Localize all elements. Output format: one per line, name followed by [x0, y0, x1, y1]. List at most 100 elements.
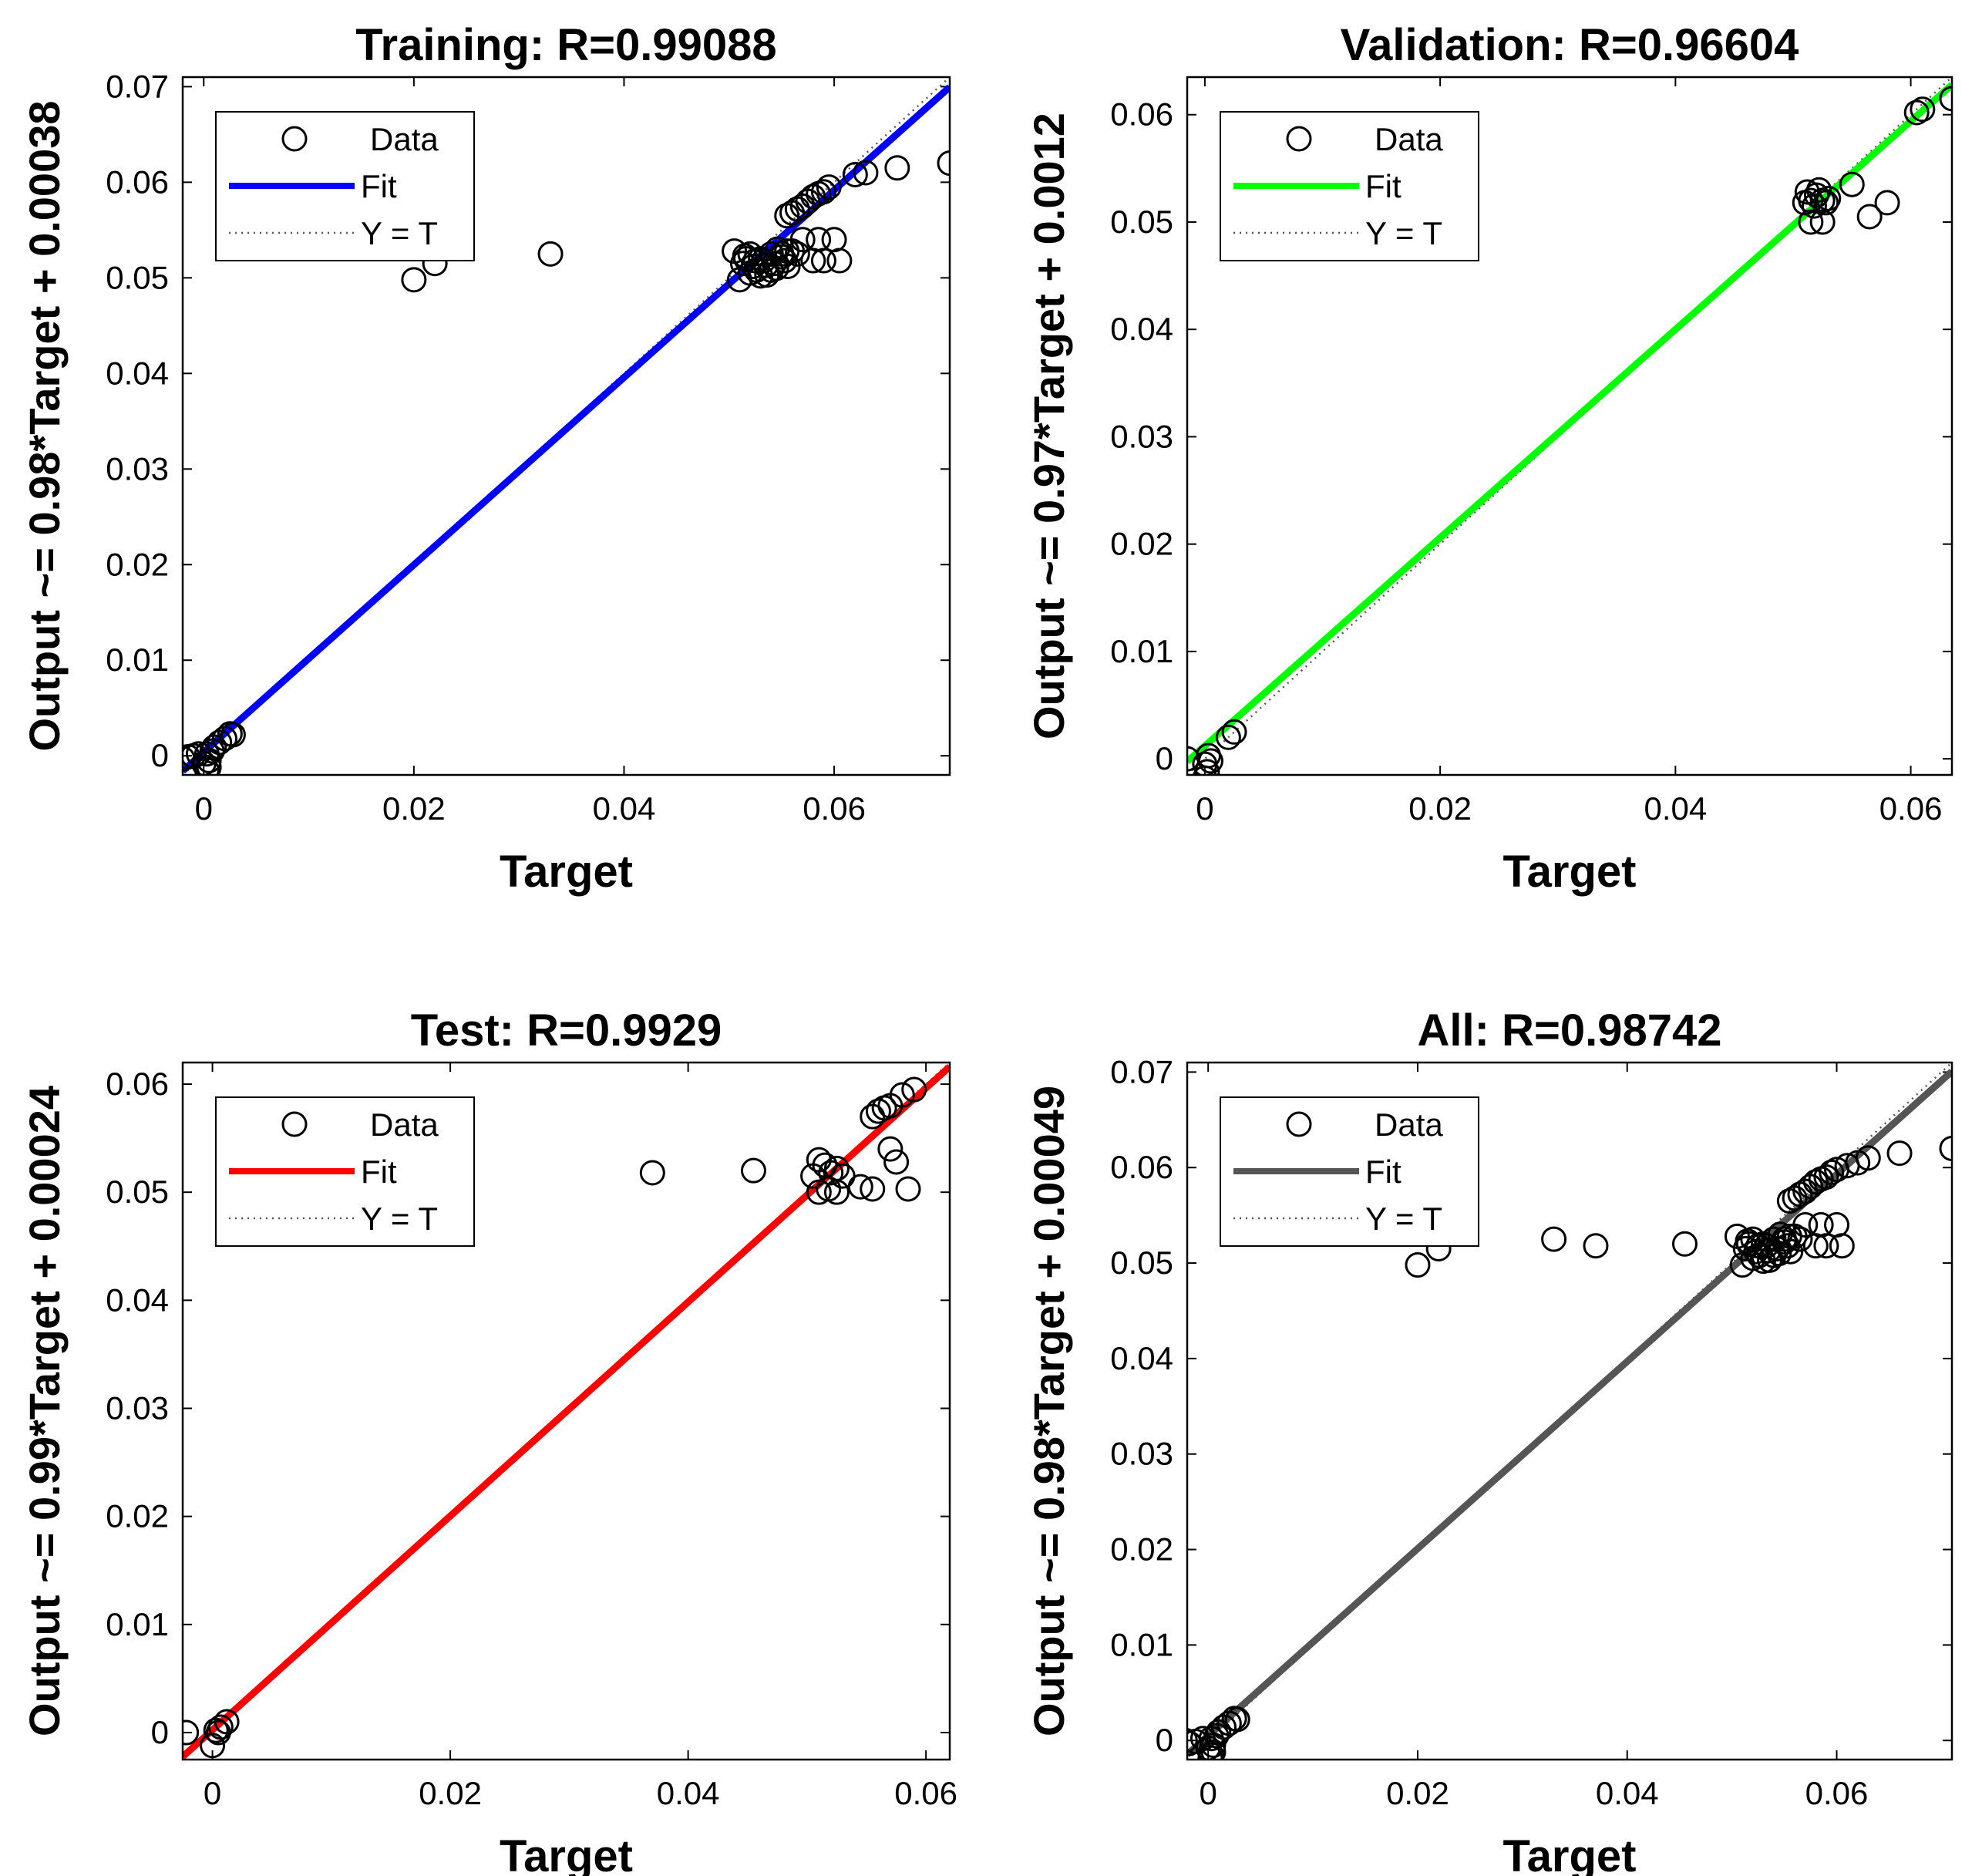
data-point [860, 1176, 886, 1202]
data-point [1829, 1233, 1855, 1259]
data-point [1671, 1231, 1698, 1257]
x-tick-label: 0 [195, 790, 213, 827]
legend-entry-label: Y = T [361, 215, 438, 251]
data-point [196, 754, 222, 775]
data-point [1939, 86, 1952, 112]
fit-line [1187, 1069, 1952, 1757]
x-tick-label: 0 [1196, 790, 1213, 827]
x-tick-label: 0.02 [419, 1775, 482, 1811]
x-tick-label: 0.02 [1386, 1775, 1449, 1811]
chart-title: Training: R=0.99088 [355, 20, 776, 70]
y-tick-label: 0.01 [106, 642, 169, 678]
chart-title: Test: R=0.9929 [411, 1005, 722, 1056]
data-point [1755, 1238, 1782, 1264]
legend-entry-label: Fit [361, 168, 397, 204]
y-tick-label: 0.02 [1110, 1531, 1173, 1568]
x-tick-label: 0 [204, 1775, 221, 1811]
data-point [1794, 179, 1820, 205]
data-point [1195, 743, 1221, 769]
data-point [737, 260, 763, 286]
y-axis-label: Output ~= 0.99*Target + 0.00024 [20, 1086, 69, 1736]
data-point [1541, 1226, 1567, 1252]
data-point [183, 1719, 200, 1746]
data-point [847, 1174, 873, 1200]
x-tick-label: 0.06 [1879, 790, 1943, 827]
data-point [1819, 1159, 1845, 1185]
legend-entry-label: Y = T [1365, 215, 1442, 251]
data-point [901, 1076, 927, 1103]
data-point [865, 1098, 891, 1124]
data-point [1806, 177, 1832, 203]
y-tick-label: 0.02 [106, 1498, 169, 1534]
data-point [196, 747, 222, 773]
y-tick-label: 0.01 [1110, 633, 1173, 669]
data-point [207, 1714, 234, 1740]
y-tick-label: 0.03 [1110, 1436, 1173, 1472]
y-axis-label: Output ~= 0.98*Target + 0.00049 [1025, 1086, 1073, 1736]
axes-frame [181, 76, 951, 776]
data-point [1939, 1135, 1952, 1161]
fit-line [1187, 82, 1952, 765]
data-point [895, 1176, 921, 1202]
data-point [1200, 1739, 1227, 1760]
y-tick-label: 0.04 [106, 1282, 169, 1318]
x-tick-label: 0 [1199, 1775, 1216, 1811]
fit-line [183, 84, 950, 774]
y-tick-label: 0.07 [106, 68, 169, 104]
data-point [758, 241, 784, 267]
x-tick-label: 0.06 [803, 790, 866, 827]
legend-data-symbol [281, 126, 308, 152]
y-axis-label: Output ~= 0.97*Target + 0.0012 [1025, 113, 1073, 739]
y-tick-label: 0.06 [106, 163, 169, 200]
data-point [1187, 1727, 1198, 1753]
x-tick-label: 0.02 [382, 790, 446, 827]
y-tick-label: 0 [1156, 1722, 1173, 1758]
x-axis-label: Target [500, 847, 633, 897]
x-axis-label: Target [1503, 847, 1637, 897]
legend-entry-label: Fit [1365, 168, 1402, 204]
data-point [810, 179, 836, 205]
x-tick-label: 0.06 [1805, 1775, 1869, 1811]
y-axis-label: Output ~= 0.98*Target + 0.00038 [20, 100, 69, 751]
data-point [1224, 1706, 1250, 1733]
data-point [1405, 1252, 1431, 1278]
y-tick-label: 0.04 [1110, 311, 1173, 347]
x-axis-label: Target [1503, 1831, 1637, 1876]
data-point [1813, 1233, 1839, 1259]
y-tick-label: 0.06 [106, 1066, 169, 1102]
legend-entry-label: Data [1375, 1106, 1443, 1143]
data-point [1798, 209, 1824, 235]
data-point [1221, 719, 1247, 745]
x-tick-label: 0.04 [657, 1775, 720, 1811]
y-tick-label: 0.03 [1110, 418, 1173, 454]
y-tick-label: 0 [151, 737, 169, 773]
data-point [883, 1149, 910, 1175]
y-tick-label: 0.05 [106, 1174, 169, 1210]
legend-entry-label: Fit [1365, 1154, 1402, 1190]
data-point [1740, 1245, 1766, 1271]
y-tick-label: 0.04 [1110, 1340, 1173, 1376]
data-point [220, 722, 246, 748]
chart-title: Validation: R=0.96604 [1341, 20, 1799, 70]
data-point [1801, 193, 1827, 219]
data-point [1200, 1732, 1227, 1758]
y-tick-label: 0.07 [1110, 1053, 1173, 1090]
y-tick-label: 0.02 [1110, 526, 1173, 562]
data-point [1761, 1226, 1787, 1252]
legend-entry-label: Data [1375, 121, 1443, 157]
data-point [1215, 724, 1241, 750]
y-tick-label: 0.05 [1110, 204, 1173, 240]
data-point [826, 248, 853, 274]
y-tick-label: 0.05 [1110, 1244, 1173, 1281]
legend: Data Fit Y = T [1220, 111, 1479, 261]
y-tick-label: 0.02 [106, 546, 169, 582]
y-tick-label: 0.06 [1110, 96, 1173, 133]
chart-title: All: R=0.98742 [1418, 1005, 1722, 1056]
data-point [1874, 190, 1900, 216]
y-tick-label: 0.04 [106, 355, 169, 391]
y-tick-label: 0.01 [1110, 1626, 1173, 1662]
data-point [818, 1160, 844, 1186]
data-point [1583, 1233, 1609, 1259]
